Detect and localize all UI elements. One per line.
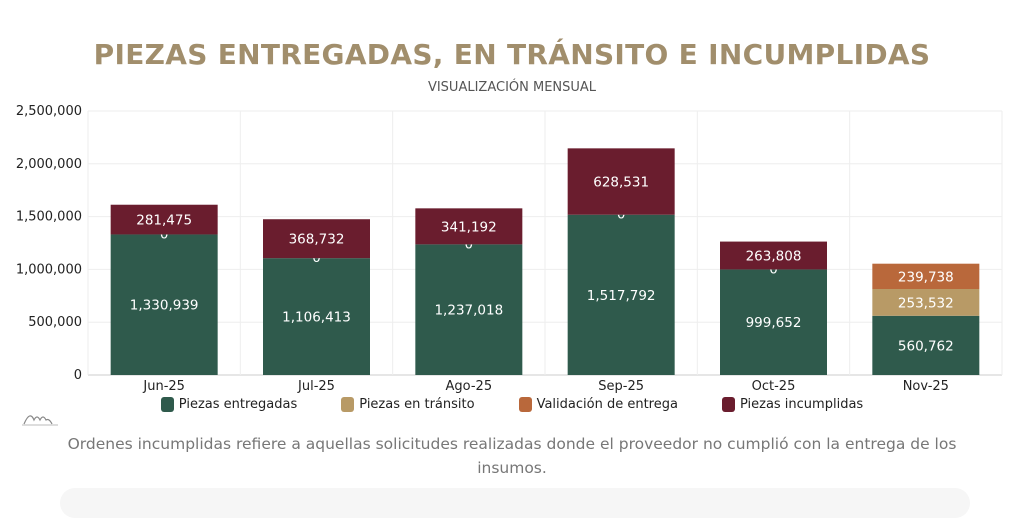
data-label: 368,732 [289,232,345,248]
legend-label: Piezas incumplidas [739,397,864,412]
y-tick-label: 500,000 [28,315,82,330]
data-label: 999,652 [746,315,802,331]
x-tick-label: Oct-25 [752,379,796,394]
stacked-bar-chart: 0 500,000 1,000,000 1,500,000 2,000,000 2,500… [16,104,1003,394]
legend-swatch [721,397,735,412]
bar-segment [872,289,980,316]
data-label: 239,738 [898,269,954,285]
data-label: 628,531 [593,175,649,191]
chart-title: PIEZAS ENTREGADAS, EN TRÁNSITO E INCUMPL… [93,38,931,71]
data-label: 341,192 [441,219,497,235]
data-label: 253,532 [898,295,954,311]
legend-item[interactable]: Piezas en tránsito [341,397,475,412]
x-tick-label: Jul-25 [297,379,335,394]
y-tick-label: 1,500,000 [16,210,82,225]
data-label: 1,237,018 [434,303,503,319]
data-label: 1,330,939 [130,298,199,314]
chart-subtitle: VISUALIZACIÓN MENSUAL [427,80,597,95]
x-tick-label: Jun-25 [142,379,185,394]
chart-legend: Piezas entregadas Piezas en tránsito Valid… [0,397,1024,412]
data-label: 560,762 [898,338,954,354]
bar-segment [720,269,827,375]
bar-segment [263,219,370,259]
bar-segment [263,258,370,375]
legend-swatch [341,397,355,412]
data-label: 263,808 [746,249,802,265]
y-tick-label: 1,000,000 [16,262,82,277]
bar-segment [415,208,523,245]
x-tick-label: Sep-25 [598,379,644,394]
bar-segment [110,234,218,375]
data-label: 1,106,413 [282,310,351,326]
bottom-card [60,488,970,518]
bar-segment [872,315,980,375]
legend-label: Piezas en tránsito [359,397,475,412]
y-tick-label: 0 [74,368,82,383]
bar-segment [110,204,218,235]
legend-item[interactable]: Validación de entrega [518,397,678,412]
bar-segment [872,263,980,290]
bar-segment [567,148,675,215]
x-tick-label: Nov-25 [903,379,949,394]
bar-segment [720,241,827,270]
legend-label: Validación de entrega [536,397,678,412]
data-label: 1,517,792 [587,288,656,304]
legend-swatch [518,397,532,412]
legend-item[interactable]: Piezas incumplidas [721,397,864,412]
logo-icon [22,415,58,426]
bar-segment [567,214,675,375]
footnote: Ordenes incumplidas refiere a aquellas s… [67,435,957,477]
legend-item[interactable]: Piezas entregadas [160,397,298,412]
bar-segment [415,244,523,375]
legend-swatch [160,397,174,412]
y-tick-label: 2,000,000 [16,157,82,172]
y-tick-label: 2,500,000 [16,104,82,119]
legend-label: Piezas entregadas [178,397,298,412]
data-label: 281,475 [136,213,192,229]
x-tick-label: Ago-25 [446,379,493,394]
